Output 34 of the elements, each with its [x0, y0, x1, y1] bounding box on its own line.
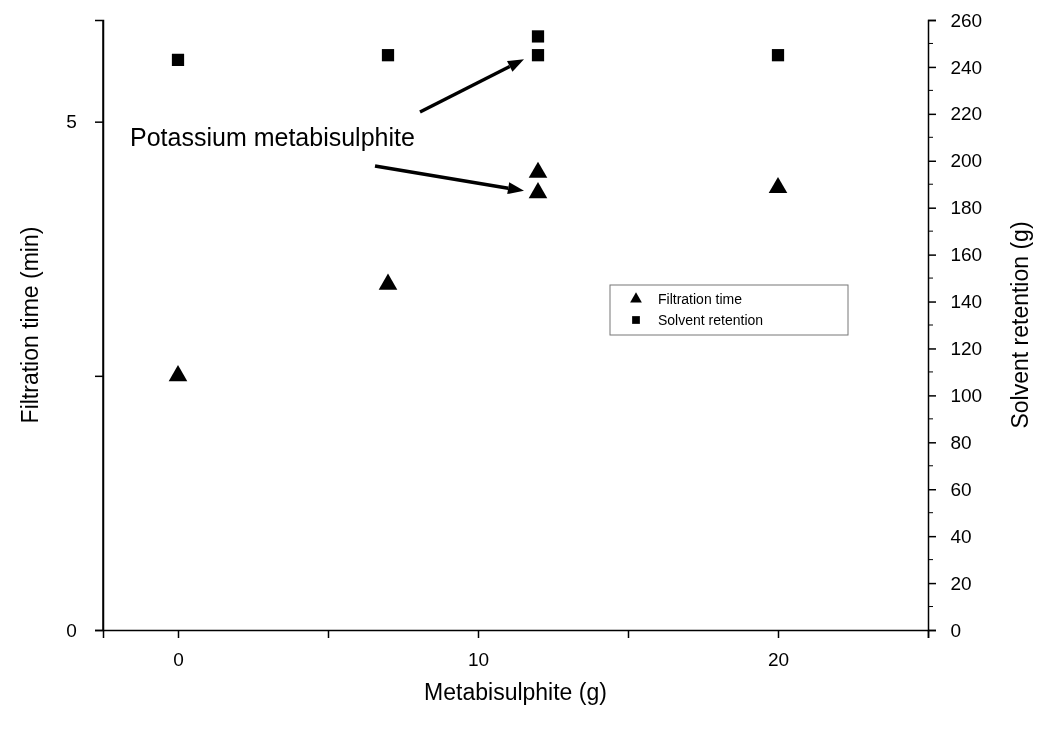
y2-tick-label: 20 [950, 572, 972, 594]
x-tick-label: 10 [467, 648, 490, 670]
y-axis-title: Filtration time (min) [17, 226, 43, 424]
y2-tick-label: 80 [950, 431, 972, 453]
y2-tick-label: 40 [950, 525, 972, 547]
y2-tick-label: 160 [950, 244, 983, 266]
y2-tick-label: 240 [950, 56, 983, 78]
point [771, 49, 785, 62]
y2-tick-label: 260 [950, 9, 983, 31]
annotation: Potassium metabisulphite [130, 123, 415, 151]
point [768, 177, 788, 194]
y2-tick-label: 200 [950, 150, 983, 172]
y2-tick-label: 120 [950, 338, 983, 360]
point [528, 182, 548, 199]
point [531, 49, 545, 62]
y2-tick-label: 100 [950, 384, 983, 406]
point [171, 53, 185, 67]
point [381, 49, 395, 62]
y-tick-label: 5 [66, 111, 77, 133]
point [531, 30, 545, 43]
legend-label: Solvent retention [658, 312, 764, 328]
legend-label: Filtration time [658, 291, 743, 307]
point [528, 161, 548, 178]
y2-tick-label: 220 [950, 103, 983, 125]
point [168, 365, 188, 382]
x-tick-label: 0 [173, 648, 184, 670]
y2-axis-title: Solvent retention (g) [1007, 221, 1033, 429]
y2-tick-label: 180 [950, 197, 983, 219]
point [378, 273, 398, 290]
x-tick-label: 20 [767, 648, 790, 670]
y2-tick-label: 60 [950, 478, 972, 500]
x-axis-title: Metabisulphite (g) [424, 679, 607, 705]
y2-tick-label: 0 [950, 619, 961, 641]
y2-tick-label: 140 [950, 291, 983, 313]
